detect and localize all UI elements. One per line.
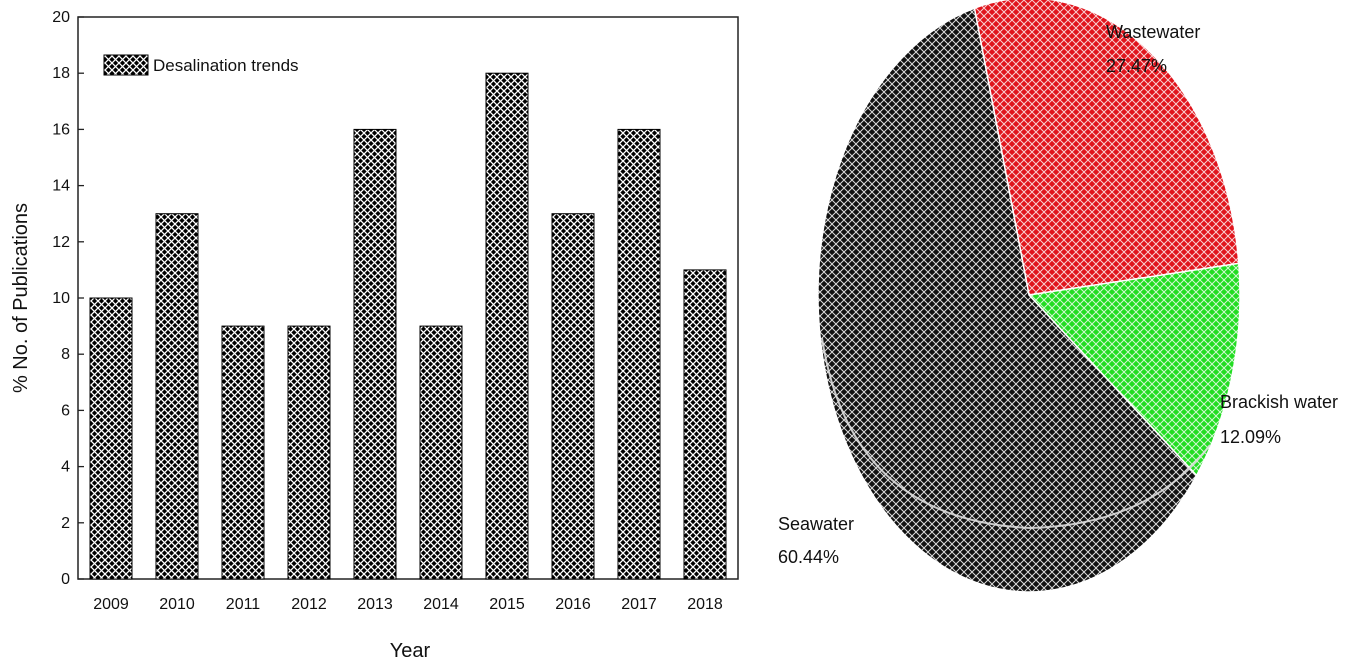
bar-2017 [617, 128, 661, 580]
y-tick-label: 6 [61, 402, 70, 419]
x-tick-label: 2017 [621, 596, 657, 613]
y-tick-label: 16 [52, 121, 70, 138]
legend: Desalination trends [103, 54, 299, 76]
x-tick-label: 2010 [159, 596, 195, 613]
x-tick-label: 2014 [423, 596, 459, 613]
bar-2009 [89, 297, 133, 580]
bar-2012 [287, 325, 331, 580]
slice-label-seawater: Seawater [778, 514, 854, 534]
bar-2015 [485, 72, 529, 580]
y-axis-ticks: 0 2 4 6 8 10 12 14 16 18 20 [52, 9, 84, 588]
x-tick-label: 2009 [93, 596, 129, 613]
bar-2013 [353, 128, 397, 580]
legend-swatch [103, 54, 149, 76]
y-tick-label: 4 [61, 459, 70, 476]
bar-2018 [683, 269, 727, 580]
bars [89, 72, 727, 580]
x-axis-title: Year [390, 640, 431, 661]
pie-slice-wastewater [973, 0, 1240, 296]
pie-slice-brackish-water [1027, 262, 1241, 477]
x-tick-label: 2012 [291, 596, 327, 613]
bar-2014 [419, 325, 463, 580]
y-tick-label: 2 [61, 515, 70, 532]
y-tick-label: 0 [61, 571, 70, 588]
y-axis-title: % No. of Publications [10, 203, 32, 393]
x-tick-label: 2013 [357, 596, 393, 613]
bar-2010 [155, 213, 199, 580]
slice-pct-brackish-water: 12.09% [1220, 427, 1281, 447]
pie-chart: Wastewater 27.47% Brackish water 12.09% … [778, 0, 1338, 593]
x-tick-label: 2011 [226, 596, 261, 613]
x-tick-label: 2016 [555, 596, 591, 613]
y-tick-label: 10 [52, 290, 70, 307]
y-tick-label: 8 [61, 346, 70, 363]
pie-slice-seawater [817, 7, 1198, 593]
slice-label-wastewater: Wastewater [1106, 22, 1200, 42]
slice-pct-wastewater: 27.47% [1106, 56, 1167, 76]
y-tick-label: 20 [52, 9, 70, 26]
y-tick-label: 14 [52, 178, 70, 195]
bar-2016 [551, 213, 595, 580]
x-axis-ticks: 2009 2010 2011 2012 2013 2014 2015 2016 2017 2018 [93, 573, 723, 613]
pie-highlight-arc [821, 337, 1211, 530]
slice-pct-seawater: 60.44% [778, 547, 839, 567]
x-tick-label: 2015 [489, 596, 525, 613]
y-tick-label: 12 [52, 234, 70, 251]
slice-label-brackish-water: Brackish water [1220, 392, 1338, 412]
pie-slices [817, 0, 1241, 593]
y-tick-label: 18 [52, 65, 70, 82]
legend-label: Desalination trends [153, 56, 299, 75]
x-tick-label: 2018 [687, 596, 723, 613]
bar-2011 [221, 325, 265, 580]
